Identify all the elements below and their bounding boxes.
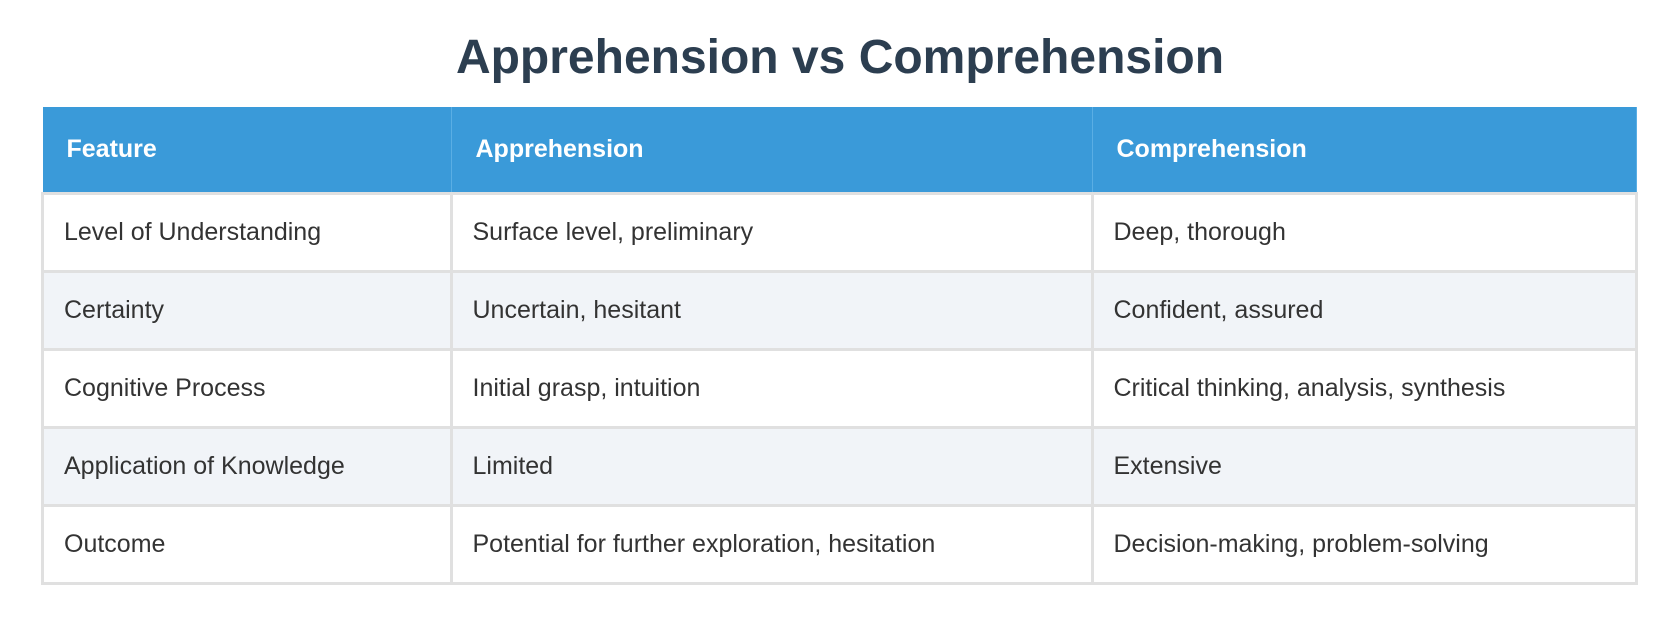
table-cell: Deep, thorough [1090, 192, 1638, 273]
table-cell: Extensive [1090, 426, 1638, 507]
table-cell: Decision-making, problem-solving [1090, 504, 1638, 585]
column-header: Comprehension [1092, 107, 1637, 194]
comparison-table: Feature Apprehension Comprehension Level o… [41, 107, 1638, 585]
table-cell: Certainty [41, 270, 453, 351]
table-row: Level of Understanding Surface level, pre… [41, 192, 1638, 273]
table-cell: Level of Understanding [41, 192, 453, 273]
column-header: Apprehension [451, 107, 1093, 194]
table-cell: Cognitive Process [41, 348, 453, 429]
column-header: Feature [42, 107, 452, 194]
table-cell: Confident, assured [1090, 270, 1638, 351]
table-row: Outcome Potential for further exploration… [41, 504, 1638, 585]
table-cell: Potential for further exploration, hesit… [449, 504, 1094, 585]
table-cell: Uncertain, hesitant [449, 270, 1094, 351]
table-cell: Surface level, preliminary [449, 192, 1094, 273]
table-row: Application of Knowledge Limited Extensive [41, 426, 1638, 507]
table-cell: Initial grasp, intuition [449, 348, 1094, 429]
table-row: Cognitive Process Initial grasp, intuitio… [41, 348, 1638, 429]
table-cell: Limited [449, 426, 1094, 507]
table-cell: Critical thinking, analysis, synthesis [1090, 348, 1638, 429]
table-cell: Application of Knowledge [41, 426, 453, 507]
table-row: Certainty Uncertain, hesitant Confident, a… [41, 270, 1638, 351]
table-cell: Outcome [41, 504, 453, 585]
table-body: Level of Understanding Surface level, pre… [41, 192, 1638, 585]
header-row: Feature Apprehension Comprehension [42, 107, 1637, 194]
page-title: Apprehension vs Comprehension [455, 31, 1225, 84]
